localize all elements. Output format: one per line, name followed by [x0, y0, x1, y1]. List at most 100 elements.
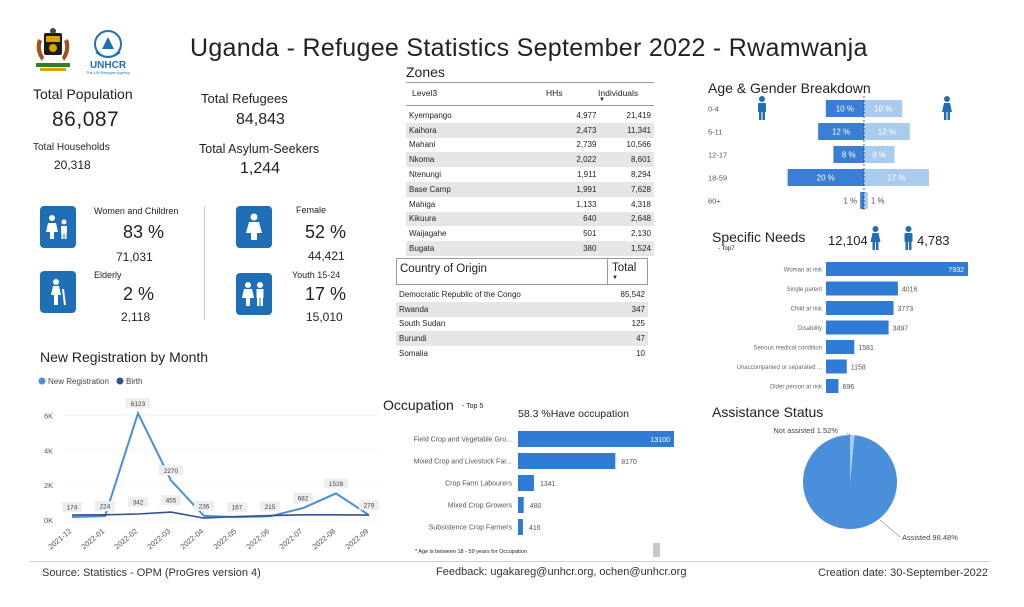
table-cell: 10,566 — [626, 140, 651, 150]
youth-pct: 17 % — [305, 284, 347, 304]
unhcr-logo: UNHCR The UN Refugee Agency — [83, 27, 133, 75]
bar-label: 8170 — [621, 459, 637, 466]
footer-feedback[interactable]: Feedback: ugakareg@unhcr.org, ochen@unhc… — [436, 566, 687, 578]
pie-slice-not-assisted — [850, 435, 855, 482]
data-label: 455 — [161, 495, 181, 506]
total-households-value: 20,318 — [54, 158, 91, 172]
bar-female — [864, 169, 929, 186]
occupation-note: * Age is between 18 - 59 years for Occup… — [415, 549, 527, 555]
occupation-title: Occupation — [383, 397, 454, 413]
y-tick-label: Subsistence Crop Farmers — [429, 525, 513, 532]
table-row[interactable]: Nkoma 2,022 8,601 — [406, 152, 654, 168]
origin-table: Country of Origin Total ▼ Democratic Rep… — [396, 258, 648, 361]
table-row[interactable]: Ntenungi 1,911 8,294 — [406, 167, 654, 182]
table-row[interactable]: South Sudan 125 — [396, 317, 648, 332]
bar — [518, 475, 534, 491]
y-tick-label: 2K — [44, 481, 53, 490]
elderly-label: Elderly — [94, 270, 122, 280]
table-row[interactable]: Bugata 380 1,524 — [406, 241, 654, 256]
bar — [518, 453, 616, 469]
y-tick-label: 5-11 — [708, 128, 722, 137]
footer-divider — [30, 561, 990, 562]
zones-col-individuals[interactable]: Individuals — [598, 88, 639, 98]
legend-label-birth: Birth — [126, 377, 142, 386]
table-cell: Democratic Republic of the Congo — [399, 289, 521, 299]
table-row[interactable]: Rwanda 347 — [396, 301, 648, 317]
bar — [518, 497, 524, 513]
table-cell: Waijagahe — [409, 229, 447, 239]
svg-text:224: 224 — [100, 504, 111, 511]
bar-label: 1 % — [871, 197, 885, 206]
y-tick-label: Woman at risk — [784, 268, 823, 274]
women-children-count: 71,031 — [116, 250, 153, 264]
bar-label: 8 % — [872, 151, 886, 160]
uganda-coat-of-arms-logo — [30, 27, 76, 73]
bar-label: 416 — [529, 525, 541, 532]
table-row[interactable]: Kikuura 640 2,648 — [406, 211, 654, 227]
table-row[interactable]: Burundi 47 — [396, 331, 648, 347]
x-tick-label: 2022-07 — [277, 527, 304, 552]
women-children-pct: 83 % — [123, 222, 165, 242]
zones-col-hhs: HHs — [546, 88, 563, 98]
x-tick-label: 2021-12 — [46, 527, 73, 552]
data-label: 224 — [95, 501, 115, 512]
table-row[interactable]: Mahani 2,739 10,566 — [406, 138, 654, 153]
bar-label: 3773 — [898, 306, 914, 313]
x-tick-label: 2022-09 — [343, 527, 370, 552]
table-cell: 47 — [599, 331, 648, 347]
legend: New Registration Birth — [38, 377, 142, 386]
origin-rows: Democratic Republic of the Congo 85,542 Rw… — [396, 287, 648, 361]
table-cell: South Sudan — [399, 319, 446, 329]
table-cell: 2,739 — [576, 140, 597, 150]
y-tick-label: 4K — [44, 446, 53, 455]
svg-text:1528: 1528 — [329, 481, 344, 488]
table-cell: 1,911 — [577, 170, 597, 180]
x-tick-label: 2022-08 — [310, 527, 337, 552]
bar — [826, 320, 889, 335]
table-row[interactable]: Mahiga 1,133 4,318 — [406, 197, 654, 212]
occupation-headline: 58.3 %Have occupation — [518, 408, 629, 420]
table-cell: Rwanda — [396, 301, 600, 317]
table-row[interactable]: Kyempango 4,977 21,419 — [406, 108, 654, 123]
svg-text:6123: 6123 — [131, 401, 146, 408]
y-tick-label: Serious medical condition — [754, 346, 822, 352]
zones-col-level: Level3 — [412, 88, 438, 98]
bar-label: 4016 — [902, 287, 918, 294]
table-row[interactable]: Waijagahe 501 2,130 — [406, 226, 654, 241]
origin-col-total[interactable]: Total — [612, 262, 637, 274]
table-row[interactable]: Base Camp 1,991 7,628 — [406, 181, 654, 197]
scrollbar[interactable] — [653, 543, 660, 557]
pie-label-assisted: Assisted 98.48% — [902, 533, 958, 542]
x-tick-label: 2022-05 — [211, 527, 238, 552]
table-row[interactable]: Kaihora 2,473 11,341 — [406, 122, 654, 138]
data-label: 2270 — [158, 465, 184, 476]
table-row[interactable]: Somalia 10 — [396, 346, 648, 361]
svg-text:455: 455 — [166, 498, 177, 505]
total-population-value: 86,087 — [52, 108, 120, 131]
bar-male — [787, 169, 864, 186]
x-tick-label: 2022-06 — [244, 527, 271, 552]
bar-label: 17 % — [887, 174, 905, 183]
svg-text:279: 279 — [364, 503, 375, 510]
page-title: Uganda - Refugee Statistics September 20… — [190, 34, 868, 62]
divider — [204, 206, 205, 320]
table-cell: 2,648 — [599, 211, 654, 227]
table-cell: 4,977 — [576, 110, 597, 120]
youth-label: Youth 15-24 — [292, 270, 341, 280]
svg-text:167: 167 — [232, 505, 243, 512]
asylum-seekers-value: 1,244 — [240, 160, 281, 177]
assistance-title: Assistance Status — [712, 404, 824, 420]
unhcr-logo-subtext: The UN Refugee Agency — [86, 70, 130, 75]
female-pct: 52 % — [305, 222, 347, 242]
youth-icon — [236, 273, 272, 315]
table-cell: 2,473 — [544, 122, 600, 138]
table-cell: 4,318 — [630, 199, 651, 209]
bar-female — [864, 123, 910, 140]
data-label: 215 — [260, 501, 280, 512]
table-cell: 2,130 — [630, 229, 651, 239]
y-tick-label: 18-59 — [708, 174, 727, 183]
table-row[interactable]: Democratic Republic of the Congo 85,542 — [396, 287, 648, 302]
table-cell: 11,341 — [599, 122, 654, 138]
sort-down-icon: ▼ — [599, 97, 605, 103]
y-tick-label: Unaccompanied or separated ... — [737, 365, 823, 371]
